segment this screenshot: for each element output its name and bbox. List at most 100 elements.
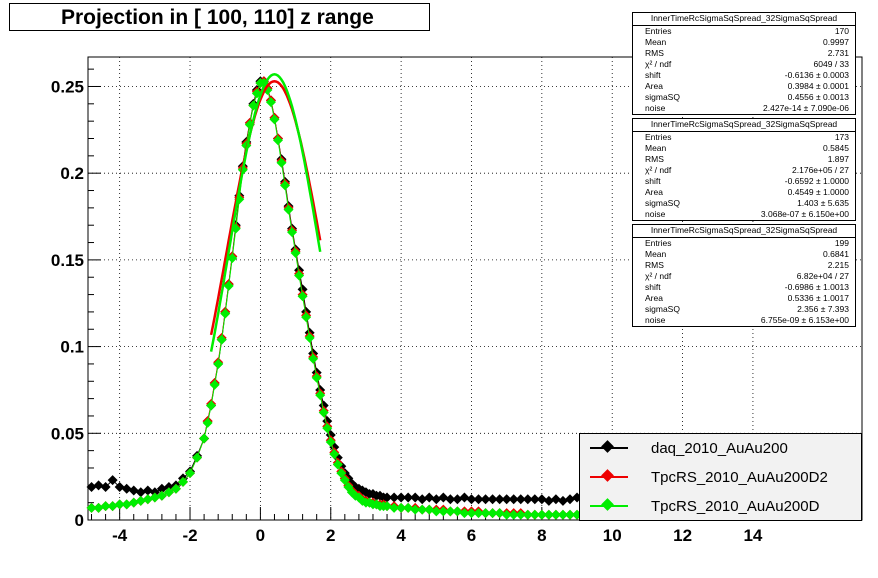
y-tick-label: 0.15	[51, 251, 84, 270]
data-point	[508, 494, 519, 505]
x-tick-label: 2	[326, 526, 335, 545]
stats-key: χ² / ndf	[645, 59, 672, 69]
x-tick-label: -4	[112, 526, 128, 545]
stats-row: sigmaSQ 1.403 ± 5.635	[633, 198, 855, 209]
stats-value: 0.5845	[823, 143, 849, 153]
y-tick-label: 0.1	[60, 338, 84, 357]
data-point	[185, 468, 196, 479]
data-point	[318, 407, 329, 418]
stats-row: Area 0.5336 ± 1.0017	[633, 293, 855, 304]
data-point	[86, 502, 97, 513]
data-point	[93, 480, 104, 491]
data-point	[304, 332, 315, 343]
stats-value: 0.4549 ± 1.0000	[787, 187, 849, 197]
stats-key: RMS	[645, 154, 664, 164]
data-point	[93, 502, 104, 513]
data-point	[301, 312, 312, 323]
stats-value: 0.6841	[823, 249, 849, 259]
stats-key: RMS	[645, 260, 664, 270]
stats-box: InnerTimeRcSigmaSqSpread_32SigmaSqSpread…	[632, 12, 856, 115]
data-point	[170, 483, 181, 494]
data-point	[280, 180, 291, 191]
stats-row: Mean 0.9997	[633, 37, 855, 48]
data-point	[529, 509, 540, 520]
stats-key: χ² / ndf	[645, 271, 672, 281]
stats-value: 199	[834, 238, 849, 248]
data-point	[473, 494, 484, 505]
data-point	[315, 390, 326, 401]
legend-label-daq: daq_2010_AuAu200	[651, 440, 788, 457]
legend-marker-tpcrs-d	[601, 498, 614, 511]
data-point	[283, 204, 294, 215]
stats-row: Area 0.4549 ± 1.0000	[633, 187, 855, 198]
legend: daq_2010_AuAu200 TpcRS_2010_AuAu200D2 Tp…	[579, 433, 862, 521]
data-point	[431, 506, 442, 517]
data-point	[156, 490, 167, 501]
data-point	[487, 508, 498, 519]
data-point	[206, 400, 217, 411]
stats-value: 1.403 ± 5.635	[797, 198, 849, 208]
stats-value: 2.215	[827, 260, 849, 270]
stats-row: Entries 199	[633, 238, 855, 249]
data-point	[294, 270, 305, 281]
data-point	[329, 449, 340, 460]
y-tick-label: 0.2	[60, 164, 84, 183]
stats-key: Mean	[645, 249, 667, 259]
stats-row: χ² / ndf 6.82e+04 / 27	[633, 271, 855, 282]
data-point	[403, 492, 414, 503]
data-point	[325, 436, 336, 447]
data-point	[128, 497, 139, 508]
data-point	[382, 501, 393, 512]
x-tick-label: 0	[256, 526, 265, 545]
data-point	[557, 495, 568, 506]
data-point	[550, 509, 561, 520]
data-point	[501, 494, 512, 505]
stats-row: Entries 170	[633, 26, 855, 37]
data-point	[438, 506, 449, 517]
data-point	[487, 494, 498, 505]
stats-key: Area	[645, 81, 663, 91]
data-point	[276, 157, 287, 168]
stats-row: shift -0.6986 ± 1.0013	[633, 282, 855, 293]
data-point	[445, 494, 456, 505]
data-point	[445, 506, 456, 517]
y-tick-label: 0.05	[51, 424, 84, 443]
x-tick-label: 10	[603, 526, 622, 545]
data-point	[199, 433, 210, 444]
data-point	[522, 509, 533, 520]
stats-key: shift	[645, 176, 661, 186]
stats-value: 173	[834, 132, 849, 142]
stats-row: RMS 2.731	[633, 48, 855, 59]
data-point	[424, 504, 435, 515]
stats-key: sigmaSQ	[645, 304, 680, 314]
data-point	[494, 508, 505, 519]
stats-key: sigmaSQ	[645, 92, 680, 102]
stats-row: Mean 0.5845	[633, 143, 855, 154]
data-point	[438, 492, 449, 503]
stats-value: -0.6592 ± 1.0000	[784, 176, 849, 186]
data-point	[389, 492, 400, 503]
data-point	[564, 494, 575, 505]
stats-value: 170	[834, 26, 849, 36]
data-point	[142, 494, 153, 505]
stats-value: 6049 / 33	[813, 59, 849, 69]
stats-value: -0.6986 ± 1.0013	[784, 282, 849, 292]
data-point	[431, 494, 442, 505]
data-point	[466, 508, 477, 519]
stats-key: shift	[645, 282, 661, 292]
y-tick-label: 0.25	[51, 77, 84, 96]
data-point	[480, 508, 491, 519]
stats-box-header: InnerTimeRcSigmaSqSpread_32SigmaSqSpread	[633, 13, 855, 26]
stats-row: noise 2.427e-14 ± 7.090e-06	[633, 103, 855, 114]
data-point	[417, 504, 428, 515]
stats-value: 2.356 ± 7.393	[797, 304, 849, 314]
stats-row: RMS 2.215	[633, 260, 855, 271]
data-point	[396, 502, 407, 513]
stats-row: noise 6.755e-09 ± 6.153e+00	[633, 315, 855, 326]
data-point	[508, 509, 519, 520]
x-tick-label: 4	[396, 526, 406, 545]
stats-value: 1.897	[827, 154, 849, 164]
stats-box-header: InnerTimeRcSigmaSqSpread_32SigmaSqSpread	[633, 119, 855, 132]
data-point	[156, 483, 167, 494]
data-point	[149, 487, 160, 498]
